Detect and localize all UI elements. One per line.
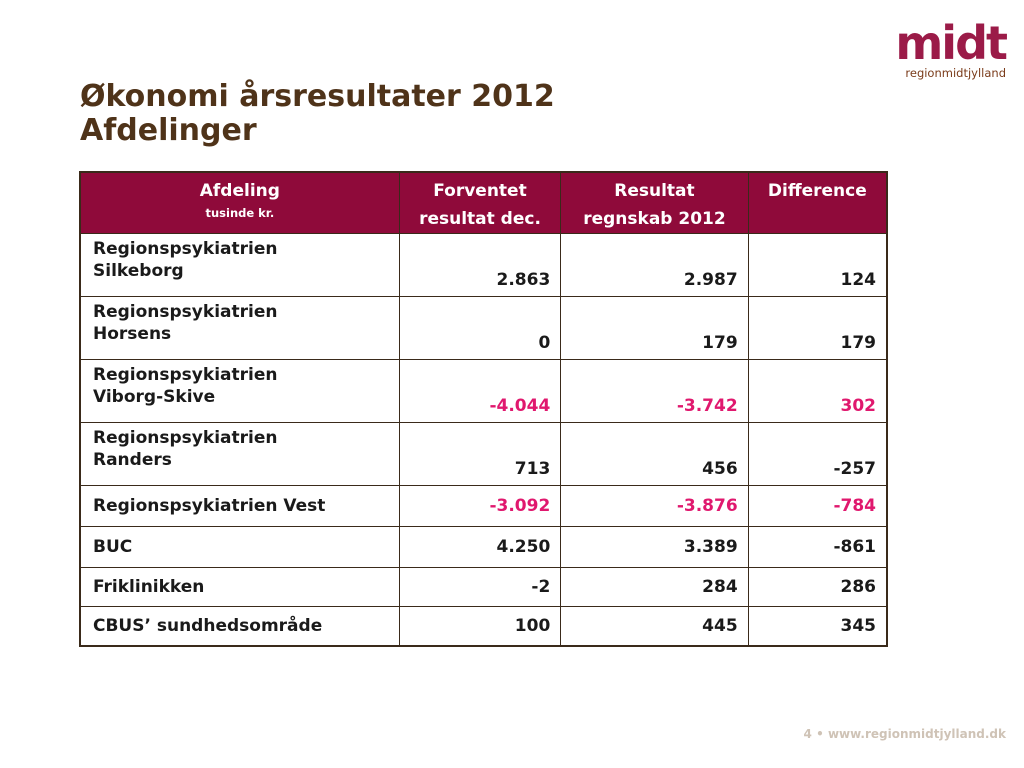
table-row: Regionspsykiatrien Silkeborg 2.863 2.987… bbox=[79, 233, 888, 297]
slide-title: Økonomi årsresultater 2012 Afdelinger bbox=[80, 80, 555, 148]
row-name: Friklinikken bbox=[79, 567, 400, 607]
cell-expected: 100 bbox=[398, 606, 562, 646]
cell-expected: -2 bbox=[398, 567, 562, 607]
row-name-line1: Regionspsykiatrien bbox=[93, 302, 278, 322]
header-difference-label: Difference bbox=[767, 181, 867, 201]
cell-difference: 179 bbox=[747, 296, 888, 360]
table-row: Regionspsykiatrien Vest -3.092 -3.876 -7… bbox=[79, 485, 888, 527]
page-number: 4 bbox=[803, 727, 812, 741]
row-name-line2: Horsens bbox=[93, 324, 172, 344]
slide-title-line2: Afdelinger bbox=[80, 113, 257, 148]
table-row: Friklinikken -2 284 286 bbox=[79, 567, 888, 607]
row-name: BUC bbox=[79, 526, 400, 568]
row-name: Regionspsykiatrien Vest bbox=[79, 485, 400, 527]
cell-result: 456 bbox=[560, 422, 749, 486]
cell-expected: 713 bbox=[398, 422, 562, 486]
row-name-line1: Regionspsykiatrien bbox=[93, 428, 278, 448]
header-afdeling: Afdeling tusinde kr. bbox=[79, 171, 400, 234]
table-row: Regionspsykiatrien Randers 713 456 -257 bbox=[79, 422, 888, 486]
cell-result: 3.389 bbox=[560, 526, 749, 568]
row-name-line2: Randers bbox=[93, 450, 172, 470]
cell-result: 2.987 bbox=[560, 233, 749, 297]
row-name-line2: Silkeborg bbox=[93, 261, 184, 281]
cell-expected: 2.863 bbox=[398, 233, 562, 297]
cell-result: 179 bbox=[560, 296, 749, 360]
logo-subtitle: regionmidtjylland bbox=[905, 66, 1006, 80]
header-unit-label: tusinde kr. bbox=[205, 206, 275, 220]
table-row: Regionspsykiatrien Viborg-Skive -4.044 -… bbox=[79, 359, 888, 423]
cell-expected: 0 bbox=[398, 296, 562, 360]
header-resultat: Resultat regnskab 2012 bbox=[560, 171, 749, 234]
cell-difference: -784 bbox=[747, 485, 888, 527]
row-name: Regionspsykiatrien Randers bbox=[79, 422, 400, 486]
cell-expected: 4.250 bbox=[398, 526, 562, 568]
row-name: Regionspsykiatrien Viborg-Skive bbox=[79, 359, 400, 423]
header-forventet: Forventet resultat dec. bbox=[398, 171, 562, 234]
cell-difference: -861 bbox=[747, 526, 888, 568]
header-forventet-line2: resultat dec. bbox=[419, 209, 541, 229]
table-row: Regionspsykiatrien Horsens 0 179 179 bbox=[79, 296, 888, 360]
header-resultat-line1: Resultat bbox=[614, 181, 695, 201]
header-afdeling-label: Afdeling bbox=[199, 181, 280, 201]
table-row: BUC 4.250 3.389 -861 bbox=[79, 526, 888, 568]
footer-url: www.regionmidtjylland.dk bbox=[827, 727, 1006, 741]
table-row: CBUS’ sundhedsområde 100 445 345 bbox=[79, 606, 888, 646]
region-midtjylland-logo: midt regionmidtjylland bbox=[880, 16, 1008, 80]
row-name: Regionspsykiatrien Silkeborg bbox=[79, 233, 400, 297]
slide-title-line1: Økonomi årsresultater 2012 bbox=[80, 79, 555, 114]
results-table: Afdeling tusinde kr. Forventet resultat … bbox=[79, 171, 888, 647]
header-resultat-line2: regnskab 2012 bbox=[583, 209, 726, 229]
row-name-line1: Regionspsykiatrien bbox=[93, 239, 278, 259]
cell-difference: 302 bbox=[747, 359, 888, 423]
cell-difference: 286 bbox=[747, 567, 888, 607]
header-difference: Difference bbox=[747, 171, 888, 234]
row-name-line1: Regionspsykiatrien bbox=[93, 365, 278, 385]
cell-result: -3.876 bbox=[560, 485, 749, 527]
logo-mark: midt bbox=[895, 16, 1008, 70]
footer-separator: • bbox=[816, 727, 824, 741]
cell-result: 284 bbox=[560, 567, 749, 607]
cell-result: 445 bbox=[560, 606, 749, 646]
row-name: CBUS’ sundhedsområde bbox=[79, 606, 400, 646]
slide-footer: 4 • www.regionmidtjylland.dk bbox=[760, 727, 1006, 741]
cell-expected: -4.044 bbox=[398, 359, 562, 423]
row-name: Regionspsykiatrien Horsens bbox=[79, 296, 400, 360]
row-name-line2: Viborg-Skive bbox=[93, 387, 216, 407]
cell-result: -3.742 bbox=[560, 359, 749, 423]
cell-difference: -257 bbox=[747, 422, 888, 486]
table-header-row: Afdeling tusinde kr. Forventet resultat … bbox=[79, 171, 888, 234]
cell-expected: -3.092 bbox=[398, 485, 562, 527]
header-forventet-line1: Forventet bbox=[433, 181, 527, 201]
cell-difference: 345 bbox=[747, 606, 888, 646]
cell-difference: 124 bbox=[747, 233, 888, 297]
